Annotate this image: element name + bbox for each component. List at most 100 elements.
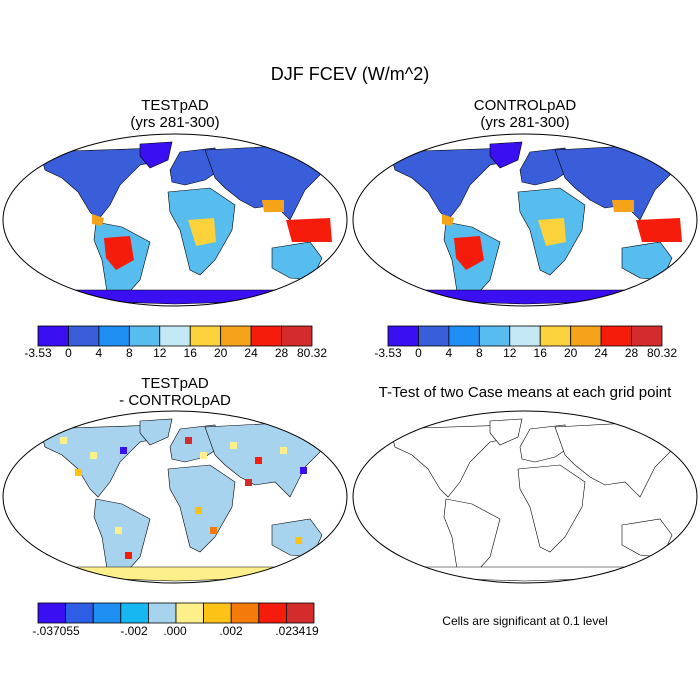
test-colorbar xyxy=(37,325,313,347)
difference-cell xyxy=(300,467,307,474)
colorbar-swatch xyxy=(258,602,287,624)
continent-greenland xyxy=(139,418,173,446)
colorbar-swatch xyxy=(418,325,450,347)
difference-cell xyxy=(230,442,237,449)
colorbar-swatch xyxy=(631,325,663,347)
central-america-warm xyxy=(442,214,454,226)
ttest-map xyxy=(352,410,698,584)
control-title-line2: (yrs 281-300) xyxy=(480,114,570,131)
maritime-continent-warm xyxy=(636,218,682,242)
continent-antarctica xyxy=(387,566,663,582)
difference-cell xyxy=(280,447,287,454)
difference-cell xyxy=(210,527,217,534)
colorbar-swatch xyxy=(159,325,191,347)
diff-title-line1: TESTpAD xyxy=(141,375,209,392)
test-title-line2: (yrs 281-300) xyxy=(130,114,220,131)
diff-panel-title: TESTpAD - CONTROLpAD xyxy=(60,375,290,409)
colorbar-tick-label: 24 xyxy=(244,346,258,360)
difference-colorbar xyxy=(37,602,315,624)
test-map xyxy=(2,133,348,307)
difference-map xyxy=(2,410,348,584)
colorbar-swatch xyxy=(98,325,130,347)
colorbar-swatch xyxy=(68,325,100,347)
colorbar-tick-label: 20 xyxy=(213,346,228,360)
colorbar-tick-label: 80.32 xyxy=(646,346,678,360)
amazon-warm xyxy=(454,236,484,270)
colorbar-swatch xyxy=(600,325,632,347)
difference-cell xyxy=(60,437,67,444)
colorbar-swatch xyxy=(448,325,480,347)
colorbar-tick-label: 16 xyxy=(533,346,547,360)
colorbar-tick-label: .023419 xyxy=(275,624,319,638)
difference-cell xyxy=(185,437,192,444)
colorbar-swatch xyxy=(281,325,313,347)
difference-cell xyxy=(125,552,132,559)
colorbar-swatch xyxy=(285,602,315,624)
difference-cell xyxy=(295,537,302,544)
central-africa-warm xyxy=(188,218,216,246)
south-asia-warm xyxy=(262,200,284,212)
continent-greenland xyxy=(139,141,173,169)
colorbar-tick-label: 4 xyxy=(445,346,453,360)
colorbar-swatch xyxy=(189,325,222,347)
colorbar-tick-label: 12 xyxy=(503,346,517,360)
maritime-continent-warm xyxy=(286,218,332,242)
colorbar-swatch xyxy=(148,602,177,624)
south-asia-warm xyxy=(612,200,634,212)
significance-note: Cells are significant at 0.1 level xyxy=(442,614,608,628)
figure-title: DJF FCEV (W/m^2) xyxy=(270,64,430,84)
continent-africa xyxy=(517,464,586,553)
colorbar-swatch xyxy=(387,325,419,347)
colorbar-swatch xyxy=(37,602,67,624)
central-america-warm xyxy=(92,214,104,226)
colorbar-tick-label: 0 xyxy=(65,346,72,360)
colorbar-swatch xyxy=(37,325,69,347)
colorbar-tick-label: .000 xyxy=(163,624,187,638)
difference-cell xyxy=(90,452,97,459)
central-africa-warm xyxy=(538,218,566,246)
colorbar-tick-label: 12 xyxy=(153,346,167,360)
ttest-panel-title: T-Test of two Case means at each grid po… xyxy=(378,384,672,401)
colorbar-swatch xyxy=(509,325,541,347)
continent-antarctica xyxy=(37,289,313,305)
colorbar-tick-label: 20 xyxy=(563,346,578,360)
colorbar-swatch xyxy=(120,602,149,624)
continent-antarctica xyxy=(37,566,313,582)
colorbar-swatch xyxy=(250,325,282,347)
colorbar-swatch xyxy=(570,325,602,347)
colorbar-swatch xyxy=(478,325,511,347)
colorbar-tick-label: 80.32 xyxy=(296,346,328,360)
colorbar-tick-label: -.037055 xyxy=(32,624,80,638)
colorbar-tick-label: -.002 xyxy=(120,624,148,638)
amazon-warm xyxy=(104,236,134,270)
continent-antarctica xyxy=(387,289,663,305)
diff-title-line2: - CONTROLpAD xyxy=(119,392,231,409)
continent-greenland xyxy=(489,418,523,446)
colorbar-swatch xyxy=(92,602,122,624)
colorbar-tick-label: 4 xyxy=(95,346,103,360)
colorbar-tick-label: 16 xyxy=(183,346,197,360)
difference-cell xyxy=(120,447,127,454)
control-colorbar xyxy=(387,325,663,347)
colorbar-tick-label: .002 xyxy=(219,624,243,638)
colorbar-tick-label: -3.53 xyxy=(24,346,52,360)
test-panel-title: TESTpAD (yrs 281-300) xyxy=(60,97,290,131)
difference-cell xyxy=(195,507,202,514)
control-title-line1: CONTROLpAD xyxy=(473,97,577,114)
colorbar-tick-label: 8 xyxy=(475,346,483,360)
colorbar-swatch xyxy=(203,602,232,624)
test-title-line1: TESTpAD xyxy=(141,97,209,114)
colorbar-tick-label: 0 xyxy=(415,346,422,360)
colorbar-swatch xyxy=(65,602,94,624)
continent-greenland xyxy=(489,141,523,169)
difference-cell xyxy=(115,527,122,534)
colorbar-tick-label: 28 xyxy=(274,346,289,360)
colorbar-swatch xyxy=(539,325,572,347)
difference-cell xyxy=(200,452,207,459)
colorbar-swatch xyxy=(175,602,205,624)
difference-cell xyxy=(75,469,82,476)
control-panel-title: CONTROLpAD (yrs 281-300) xyxy=(410,97,640,131)
difference-cell xyxy=(255,457,262,464)
colorbar-swatch xyxy=(128,325,161,347)
colorbar-swatch xyxy=(230,602,260,624)
